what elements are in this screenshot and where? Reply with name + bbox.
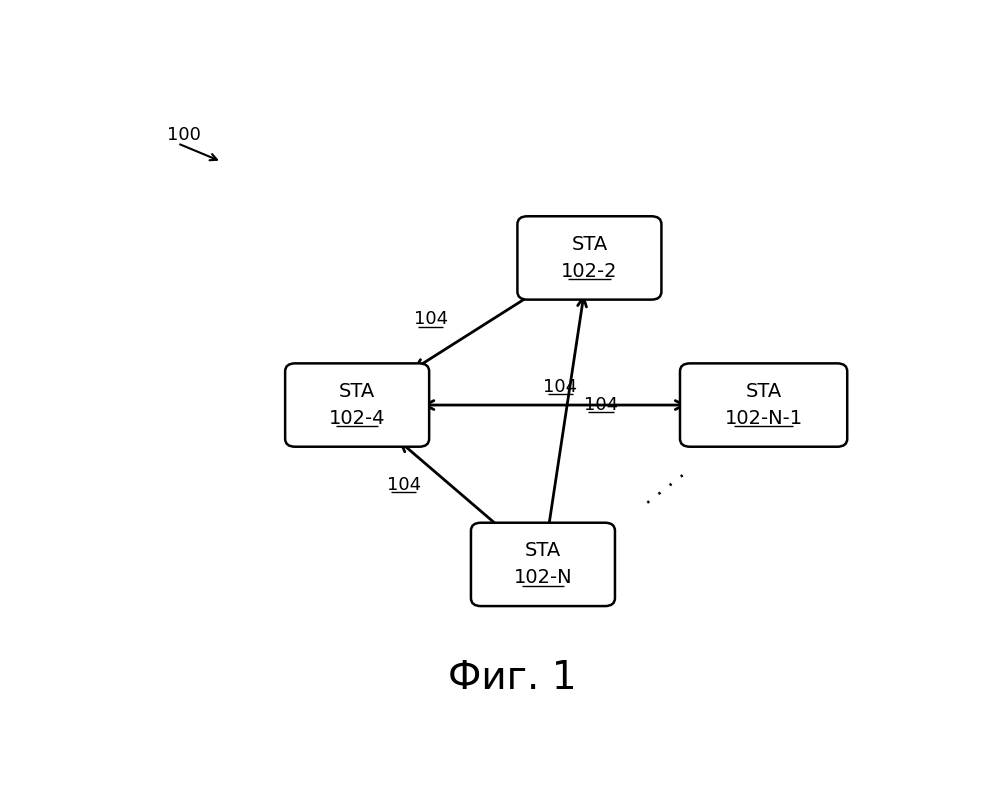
Text: 102-N: 102-N	[513, 568, 572, 587]
Text: 104: 104	[414, 310, 448, 328]
Text: 102-N-1: 102-N-1	[724, 409, 802, 428]
Text: 100: 100	[168, 127, 202, 144]
FancyBboxPatch shape	[285, 363, 430, 447]
Text: STA: STA	[571, 235, 607, 254]
Text: STA: STA	[339, 382, 376, 401]
FancyBboxPatch shape	[471, 523, 615, 606]
Text: 102-4: 102-4	[329, 409, 386, 428]
FancyBboxPatch shape	[680, 363, 847, 447]
Text: STA: STA	[745, 382, 782, 401]
Text: STA: STA	[524, 541, 561, 560]
Text: . . . .: . . . .	[637, 462, 688, 508]
FancyBboxPatch shape	[517, 217, 661, 299]
Text: Фиг. 1: Фиг. 1	[448, 659, 576, 696]
Text: 104: 104	[584, 396, 618, 414]
Text: 104: 104	[387, 476, 421, 494]
Text: 102-2: 102-2	[561, 262, 617, 281]
Text: 104: 104	[543, 377, 577, 396]
